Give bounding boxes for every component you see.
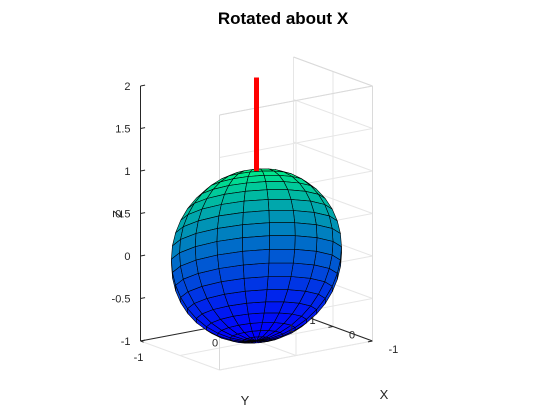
y-tick-label: 0 (212, 338, 218, 350)
surface-face (242, 210, 270, 226)
z-tick-mark (140, 212, 146, 214)
x-tick-label: -1 (389, 344, 399, 356)
surface-face (246, 301, 267, 315)
surface-face (268, 249, 296, 264)
surface-face (249, 322, 263, 332)
x-tick-label: 1 (310, 315, 316, 327)
surface-face (268, 222, 296, 236)
y-axis-label: Y (241, 393, 250, 408)
surface-face (294, 235, 318, 252)
x-tick-label: 0 (349, 330, 355, 342)
surface-face (266, 189, 292, 200)
surface-face (267, 199, 294, 211)
surface-face (290, 262, 315, 279)
grid-line (219, 340, 373, 371)
y-tick-label: 1 (288, 323, 294, 335)
z-tick-label: 1 (124, 166, 130, 178)
z-tick-mark (140, 297, 146, 299)
x-tick-mark (367, 340, 373, 343)
surface-face (268, 235, 296, 250)
surface-face (265, 289, 289, 303)
z-tick-mark (140, 254, 146, 257)
z-tick-label: 2 (124, 81, 130, 93)
surface-face (292, 210, 317, 226)
surface-face (266, 276, 292, 290)
surface-face (247, 312, 265, 324)
x-axis-label: X (380, 387, 389, 402)
y-tick-mark (140, 340, 144, 343)
surface-face (243, 276, 269, 292)
z-tick-label: -1 (121, 336, 131, 348)
surface-face (244, 289, 268, 304)
surface-face (268, 210, 296, 223)
z-axis-label: Z (110, 210, 125, 218)
z-tick-mark (140, 84, 146, 87)
z-tick-label: 1.5 (115, 124, 130, 136)
z-tick-label: 0.5 (115, 209, 130, 221)
z-tick-label: 0 (124, 251, 130, 263)
surface-face (292, 248, 317, 266)
box-edge (293, 56, 373, 87)
y-tick-label: -1 (134, 352, 144, 364)
surface-face (242, 235, 270, 252)
sphere-surface (171, 168, 342, 344)
box-edge (219, 85, 373, 116)
z-tick-label: -0.5 (112, 294, 131, 306)
tick-labels: -1 -0.5 0 0.5 1 1.5 2 -1 0 1 -1 0 1 (112, 81, 399, 364)
surface-face (242, 199, 270, 213)
surface-face (242, 262, 270, 279)
surface-face (267, 262, 294, 277)
z-tick-mark (140, 127, 146, 129)
surface-face (294, 222, 318, 239)
chart-title: Rotated about X (218, 9, 349, 28)
surface-face (242, 222, 270, 239)
surface-face (265, 181, 289, 190)
x-tick-mark (328, 326, 334, 328)
surface-face (242, 248, 270, 266)
z-tick-mark (140, 169, 146, 172)
